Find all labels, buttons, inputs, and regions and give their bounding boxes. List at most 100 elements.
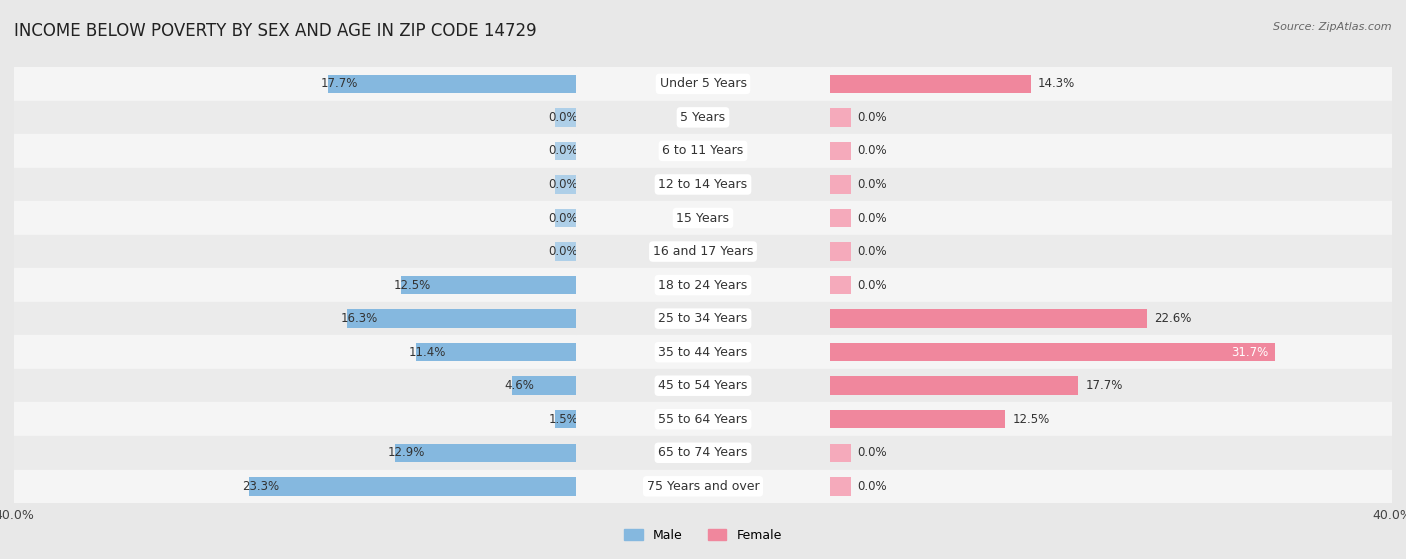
Bar — [14, 235, 576, 268]
Bar — [555, 243, 576, 260]
Text: 15 Years: 15 Years — [676, 211, 730, 225]
Bar — [555, 108, 576, 126]
Text: 45 to 54 Years: 45 to 54 Years — [658, 379, 748, 392]
Bar — [401, 276, 576, 294]
Bar — [576, 335, 830, 369]
Bar — [830, 477, 851, 496]
Bar — [830, 101, 1392, 134]
Bar — [14, 436, 576, 470]
Text: 5 Years: 5 Years — [681, 111, 725, 124]
Text: Source: ZipAtlas.com: Source: ZipAtlas.com — [1274, 22, 1392, 32]
Bar — [576, 235, 830, 268]
Text: 0.0%: 0.0% — [858, 446, 887, 459]
Bar — [576, 470, 830, 503]
Bar — [830, 335, 1392, 369]
Bar — [14, 134, 576, 168]
Bar — [555, 175, 576, 193]
Bar — [576, 402, 830, 436]
Text: 0.0%: 0.0% — [858, 480, 887, 493]
Text: 16.3%: 16.3% — [340, 312, 377, 325]
Bar — [14, 101, 576, 134]
Bar — [328, 74, 576, 93]
Text: INCOME BELOW POVERTY BY SEX AND AGE IN ZIP CODE 14729: INCOME BELOW POVERTY BY SEX AND AGE IN Z… — [14, 22, 537, 40]
Text: 25 to 34 Years: 25 to 34 Years — [658, 312, 748, 325]
Text: 31.7%: 31.7% — [1232, 345, 1268, 359]
Bar — [830, 235, 1392, 268]
Text: 16 and 17 Years: 16 and 17 Years — [652, 245, 754, 258]
Bar — [576, 67, 830, 101]
Text: 0.0%: 0.0% — [548, 245, 578, 258]
Text: 0.0%: 0.0% — [858, 144, 887, 158]
Bar — [395, 444, 576, 462]
Text: 11.4%: 11.4% — [409, 345, 447, 359]
Text: 0.0%: 0.0% — [858, 211, 887, 225]
Bar — [830, 142, 851, 160]
Bar — [830, 67, 1392, 101]
Bar — [830, 410, 1005, 428]
Bar — [14, 201, 576, 235]
Bar — [830, 201, 1392, 235]
Bar — [830, 168, 1392, 201]
Bar — [555, 410, 576, 428]
Bar — [14, 268, 576, 302]
Bar — [830, 470, 1392, 503]
Text: 0.0%: 0.0% — [858, 245, 887, 258]
Bar — [14, 302, 576, 335]
Legend: Male, Female: Male, Female — [619, 524, 787, 547]
Bar — [555, 209, 576, 227]
Bar — [830, 377, 1078, 395]
Text: 0.0%: 0.0% — [548, 111, 578, 124]
Text: 65 to 74 Years: 65 to 74 Years — [658, 446, 748, 459]
Bar — [830, 276, 851, 294]
Text: 14.3%: 14.3% — [1038, 77, 1074, 91]
Bar — [576, 369, 830, 402]
Bar — [830, 74, 1031, 93]
Text: 4.6%: 4.6% — [505, 379, 534, 392]
Bar — [14, 402, 576, 436]
Text: 0.0%: 0.0% — [858, 178, 887, 191]
Text: 23.3%: 23.3% — [242, 480, 278, 493]
Bar — [830, 209, 851, 227]
Text: 1.5%: 1.5% — [548, 413, 578, 426]
Bar — [830, 243, 851, 260]
Text: 35 to 44 Years: 35 to 44 Years — [658, 345, 748, 359]
Bar — [830, 402, 1392, 436]
Bar — [576, 134, 830, 168]
Bar — [830, 444, 851, 462]
Bar — [14, 168, 576, 201]
Text: 12 to 14 Years: 12 to 14 Years — [658, 178, 748, 191]
Bar — [830, 302, 1392, 335]
Bar — [14, 67, 576, 101]
Bar — [830, 310, 1147, 328]
Bar — [830, 175, 851, 193]
Text: 0.0%: 0.0% — [858, 111, 887, 124]
Bar — [576, 268, 830, 302]
Bar — [830, 343, 1275, 361]
Bar — [555, 142, 576, 160]
Text: 6 to 11 Years: 6 to 11 Years — [662, 144, 744, 158]
Text: 0.0%: 0.0% — [858, 278, 887, 292]
Bar — [576, 168, 830, 201]
Bar — [830, 134, 1392, 168]
Bar — [347, 310, 576, 328]
Text: 22.6%: 22.6% — [1154, 312, 1192, 325]
Text: 17.7%: 17.7% — [1085, 379, 1123, 392]
Bar — [249, 477, 576, 496]
Text: 0.0%: 0.0% — [548, 211, 578, 225]
Bar — [14, 470, 576, 503]
Text: 12.9%: 12.9% — [388, 446, 426, 459]
Bar — [576, 302, 830, 335]
Bar — [830, 436, 1392, 470]
Text: 0.0%: 0.0% — [548, 178, 578, 191]
Bar — [14, 335, 576, 369]
Bar — [576, 436, 830, 470]
Bar — [576, 201, 830, 235]
Bar — [512, 377, 576, 395]
Text: Under 5 Years: Under 5 Years — [659, 77, 747, 91]
Bar — [576, 101, 830, 134]
Bar — [830, 369, 1392, 402]
Text: 12.5%: 12.5% — [1012, 413, 1049, 426]
Text: 12.5%: 12.5% — [394, 278, 430, 292]
Bar — [416, 343, 576, 361]
Text: 75 Years and over: 75 Years and over — [647, 480, 759, 493]
